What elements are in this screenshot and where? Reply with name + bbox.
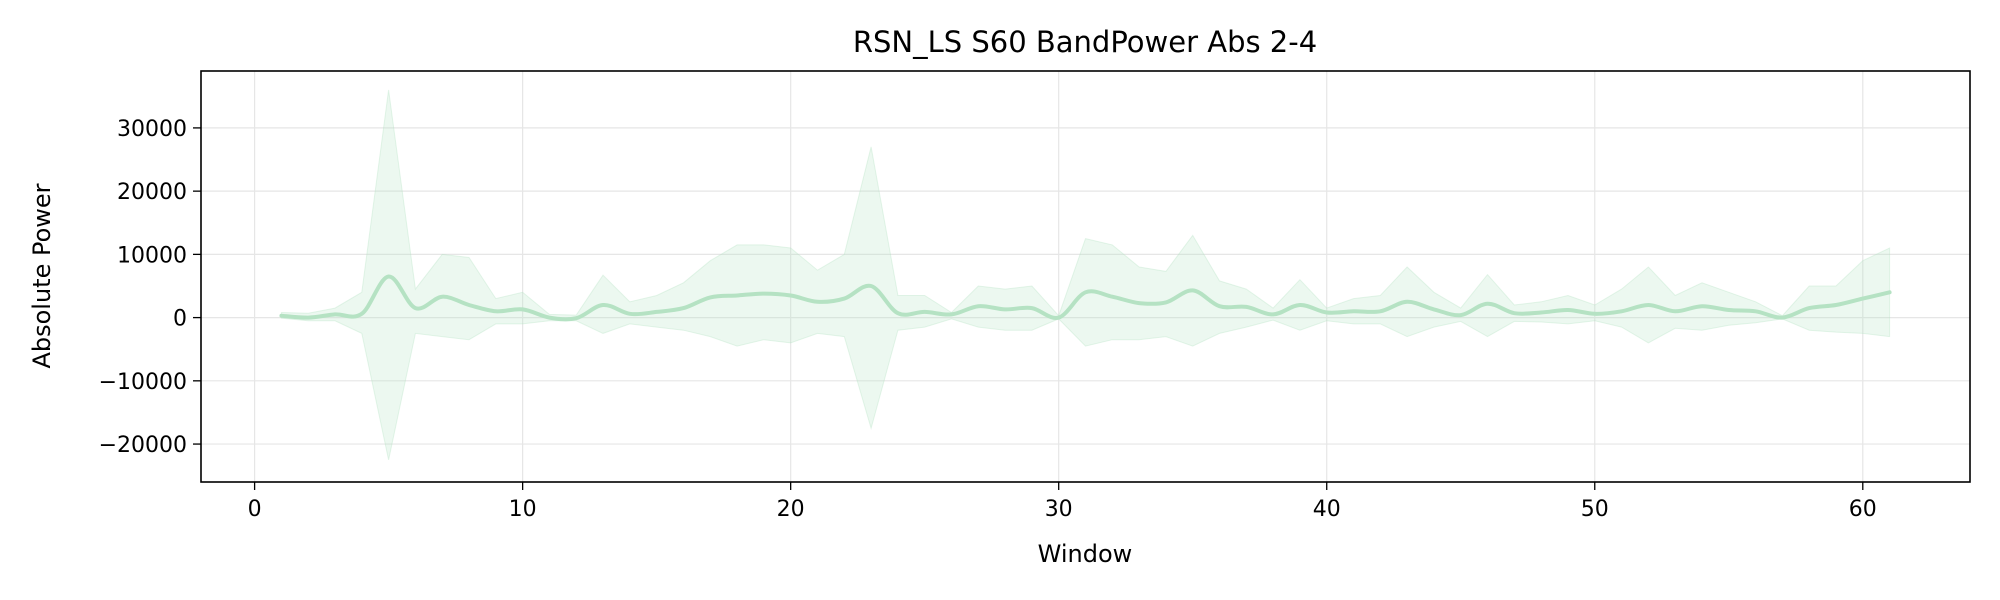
- y-tick-label: −10000: [99, 370, 187, 395]
- confidence-band-layer: [280, 89, 1891, 461]
- x-tick-label: 0: [248, 497, 262, 522]
- x-tick-label: 10: [509, 497, 537, 522]
- plot-area-frame: [200, 70, 1971, 483]
- y-tick-label: 10000: [117, 243, 187, 268]
- grid-lines: [201, 71, 1970, 482]
- y-tick-label: −20000: [99, 433, 187, 458]
- confidence-band: [280, 89, 1891, 461]
- x-tick-label: 30: [1045, 497, 1073, 522]
- series-line-layer: [279, 274, 1892, 322]
- x-tick-label: 40: [1313, 497, 1341, 522]
- y-axis-label: Absolute Power: [28, 183, 56, 368]
- y-tick-label: 20000: [117, 180, 187, 205]
- y-axis-ticks: −20000 −10000 0 10000 20000 30000: [99, 117, 201, 458]
- x-tick-label: 50: [1581, 497, 1609, 522]
- mean-power-line: [279, 274, 1892, 322]
- x-tick-label: 20: [777, 497, 805, 522]
- x-tick-label: 60: [1849, 497, 1877, 522]
- y-tick-label: 30000: [117, 117, 187, 142]
- y-tick-label: 0: [173, 307, 187, 332]
- x-axis-ticks: 0 10 20 30 40 50 60: [248, 482, 1877, 522]
- chart-title: RSN_LS S60 BandPower Abs 2-4: [853, 25, 1317, 59]
- x-axis-label: Window: [1038, 540, 1133, 568]
